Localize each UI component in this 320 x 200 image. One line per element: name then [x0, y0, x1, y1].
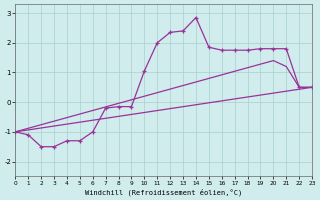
X-axis label: Windchill (Refroidissement éolien,°C): Windchill (Refroidissement éolien,°C)	[85, 188, 242, 196]
